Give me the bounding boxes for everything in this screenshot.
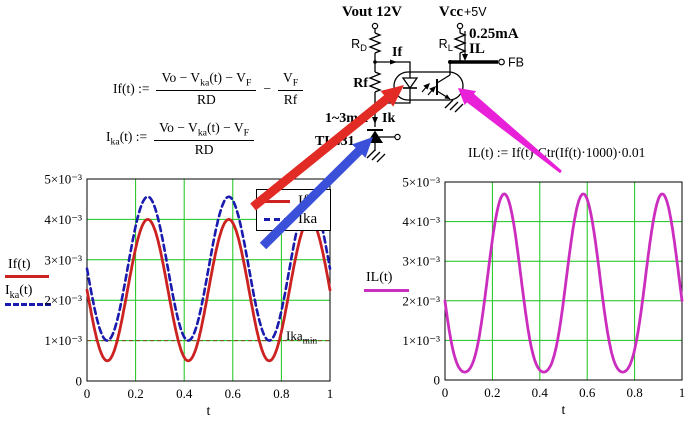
formula-if-lhs: If(t) := (113, 80, 150, 96)
svg-text:0: 0 (84, 386, 91, 401)
svg-text:2×10⁻³: 2×10⁻³ (402, 293, 440, 308)
svg-text:0.2: 0.2 (127, 386, 143, 401)
terminal-dot (456, 22, 464, 30)
formula-il[interactable]: IL(t) := If(t)·Ctr(If(t)·1000)·0.01 (468, 145, 645, 161)
plot-legend: If Ika (256, 189, 331, 231)
formula-ika-denominator: RD (194, 141, 214, 157)
svg-text:1×10⁻³: 1×10⁻³ (44, 333, 82, 348)
svg-text:0.8: 0.8 (626, 385, 642, 400)
left-trace-label-ika[interactable]: Ika(t) (5, 283, 33, 301)
ik-label: Ik (382, 111, 395, 126)
fb-label: FB (508, 56, 524, 70)
legend-label: Ika (298, 210, 318, 227)
formula-il-text: IL(t) := If(t)·Ctr(If(t)·1000)·0.01 (468, 145, 646, 160)
formula-if-denominator: RD (197, 91, 216, 107)
svg-text:0: 0 (76, 374, 83, 389)
legend-item-ika: Ika (261, 210, 326, 228)
formula-ika-lhs: Ika(t) := (106, 129, 148, 149)
if-legend-sample (264, 199, 290, 203)
fraction: Vo − Vka(t) − VF RD (156, 70, 257, 107)
svg-text:0.4: 0.4 (532, 385, 549, 400)
il-value: 0.25mA (469, 26, 519, 42)
ground-icon (444, 99, 464, 113)
svg-text:1×10⁻³: 1×10⁻³ (402, 333, 440, 348)
phototransistor-icon (436, 62, 451, 100)
ika-trace-sample (5, 303, 51, 306)
wire (375, 61, 411, 78)
vcc-value: +5V (464, 5, 487, 19)
ika-min-marker-label: Ikamin (286, 328, 318, 347)
junction-dot (448, 60, 452, 64)
ik-range: 1~3mA (325, 111, 369, 126)
resistor-rf (368, 71, 382, 93)
svg-text:4×10⁻³: 4×10⁻³ (402, 214, 440, 229)
svg-text:2×10⁻³: 2×10⁻³ (44, 293, 82, 308)
resistor-rd (368, 32, 382, 54)
vcc-label: Vcc (439, 4, 463, 20)
svg-text:0.4: 0.4 (176, 386, 193, 401)
ground-icon (366, 149, 386, 163)
svg-text:5×10⁻³: 5×10⁻³ (402, 175, 440, 190)
il-arrowhead (462, 54, 468, 61)
svg-text:0: 0 (442, 385, 449, 400)
tl431-symbol (367, 129, 401, 151)
svg-text:t: t (562, 403, 566, 415)
fraction: VF Rf (277, 70, 304, 107)
svg-text:0: 0 (434, 373, 441, 388)
legend-label: If (298, 192, 308, 209)
formula-if-numerator: Vo − Vka(t) − VF (156, 70, 257, 91)
svg-text:0.6: 0.6 (225, 386, 242, 401)
rd-label: RD (351, 37, 367, 54)
svg-text:1: 1 (327, 386, 334, 401)
terminal-dot (371, 22, 379, 30)
svg-text:0.8: 0.8 (273, 386, 289, 401)
right-trace-label-il[interactable]: IL(t) (366, 270, 393, 285)
ika-legend-sample (264, 217, 290, 221)
svg-text:3×10⁻³: 3×10⁻³ (402, 254, 440, 269)
left-trace-label-if[interactable]: If(t) (8, 257, 31, 272)
terminal-dot (498, 58, 505, 66)
formula-if-numerator2: VF (277, 70, 304, 91)
resistor-rl (453, 32, 467, 54)
legend-item-if: If (261, 192, 326, 210)
formula-if-denominator2: Rf (283, 91, 298, 107)
il-trace-sample (364, 289, 409, 292)
svg-text:1: 1 (679, 385, 686, 400)
svg-text:3×10⁻³: 3×10⁻³ (44, 252, 82, 267)
if-trace-sample (5, 275, 49, 278)
svg-text:t: t (207, 404, 211, 415)
rf-label: Rf (353, 76, 368, 91)
if-label: If (392, 45, 402, 60)
svg-text:5×10⁻³: 5×10⁻³ (44, 172, 82, 187)
svg-text:0.6: 0.6 (579, 385, 596, 400)
left-plot[interactable]: 0 1×10⁻³ 2×10⁻³ 3×10⁻³ 4×10⁻³ 5×10⁻³ 0 0.2 0.4 0.… (40, 170, 340, 416)
led-icon (401, 77, 419, 90)
formula-ika-numerator: Vo − Vka(t) − VF (154, 120, 255, 141)
light-arrows-icon (421, 82, 437, 96)
ik-arrowhead (372, 117, 378, 124)
minus-operator: − (263, 80, 271, 96)
svg-text:4×10⁻³: 4×10⁻³ (44, 212, 82, 227)
vout-label: Vout 12V (342, 4, 402, 20)
if-arrowhead (390, 59, 397, 65)
svg-text:0.2: 0.2 (484, 385, 500, 400)
formula-ika[interactable]: Ika(t) := Vo − Vka(t) − VF RD (106, 120, 255, 157)
tl431-label: TL431 (315, 134, 355, 149)
fraction: Vo − Vka(t) − VF RD (154, 120, 255, 157)
rl-label: RL (439, 37, 453, 54)
right-plot[interactable]: 0 1×10⁻³ 2×10⁻³ 3×10⁻³ 4×10⁻³ 5×10⁻³ 0 0.2 0.4 0.… (400, 170, 692, 416)
formula-if[interactable]: If(t) := Vo − Vka(t) − VF RD − VF Rf (113, 70, 304, 107)
il-label: IL (469, 41, 485, 57)
